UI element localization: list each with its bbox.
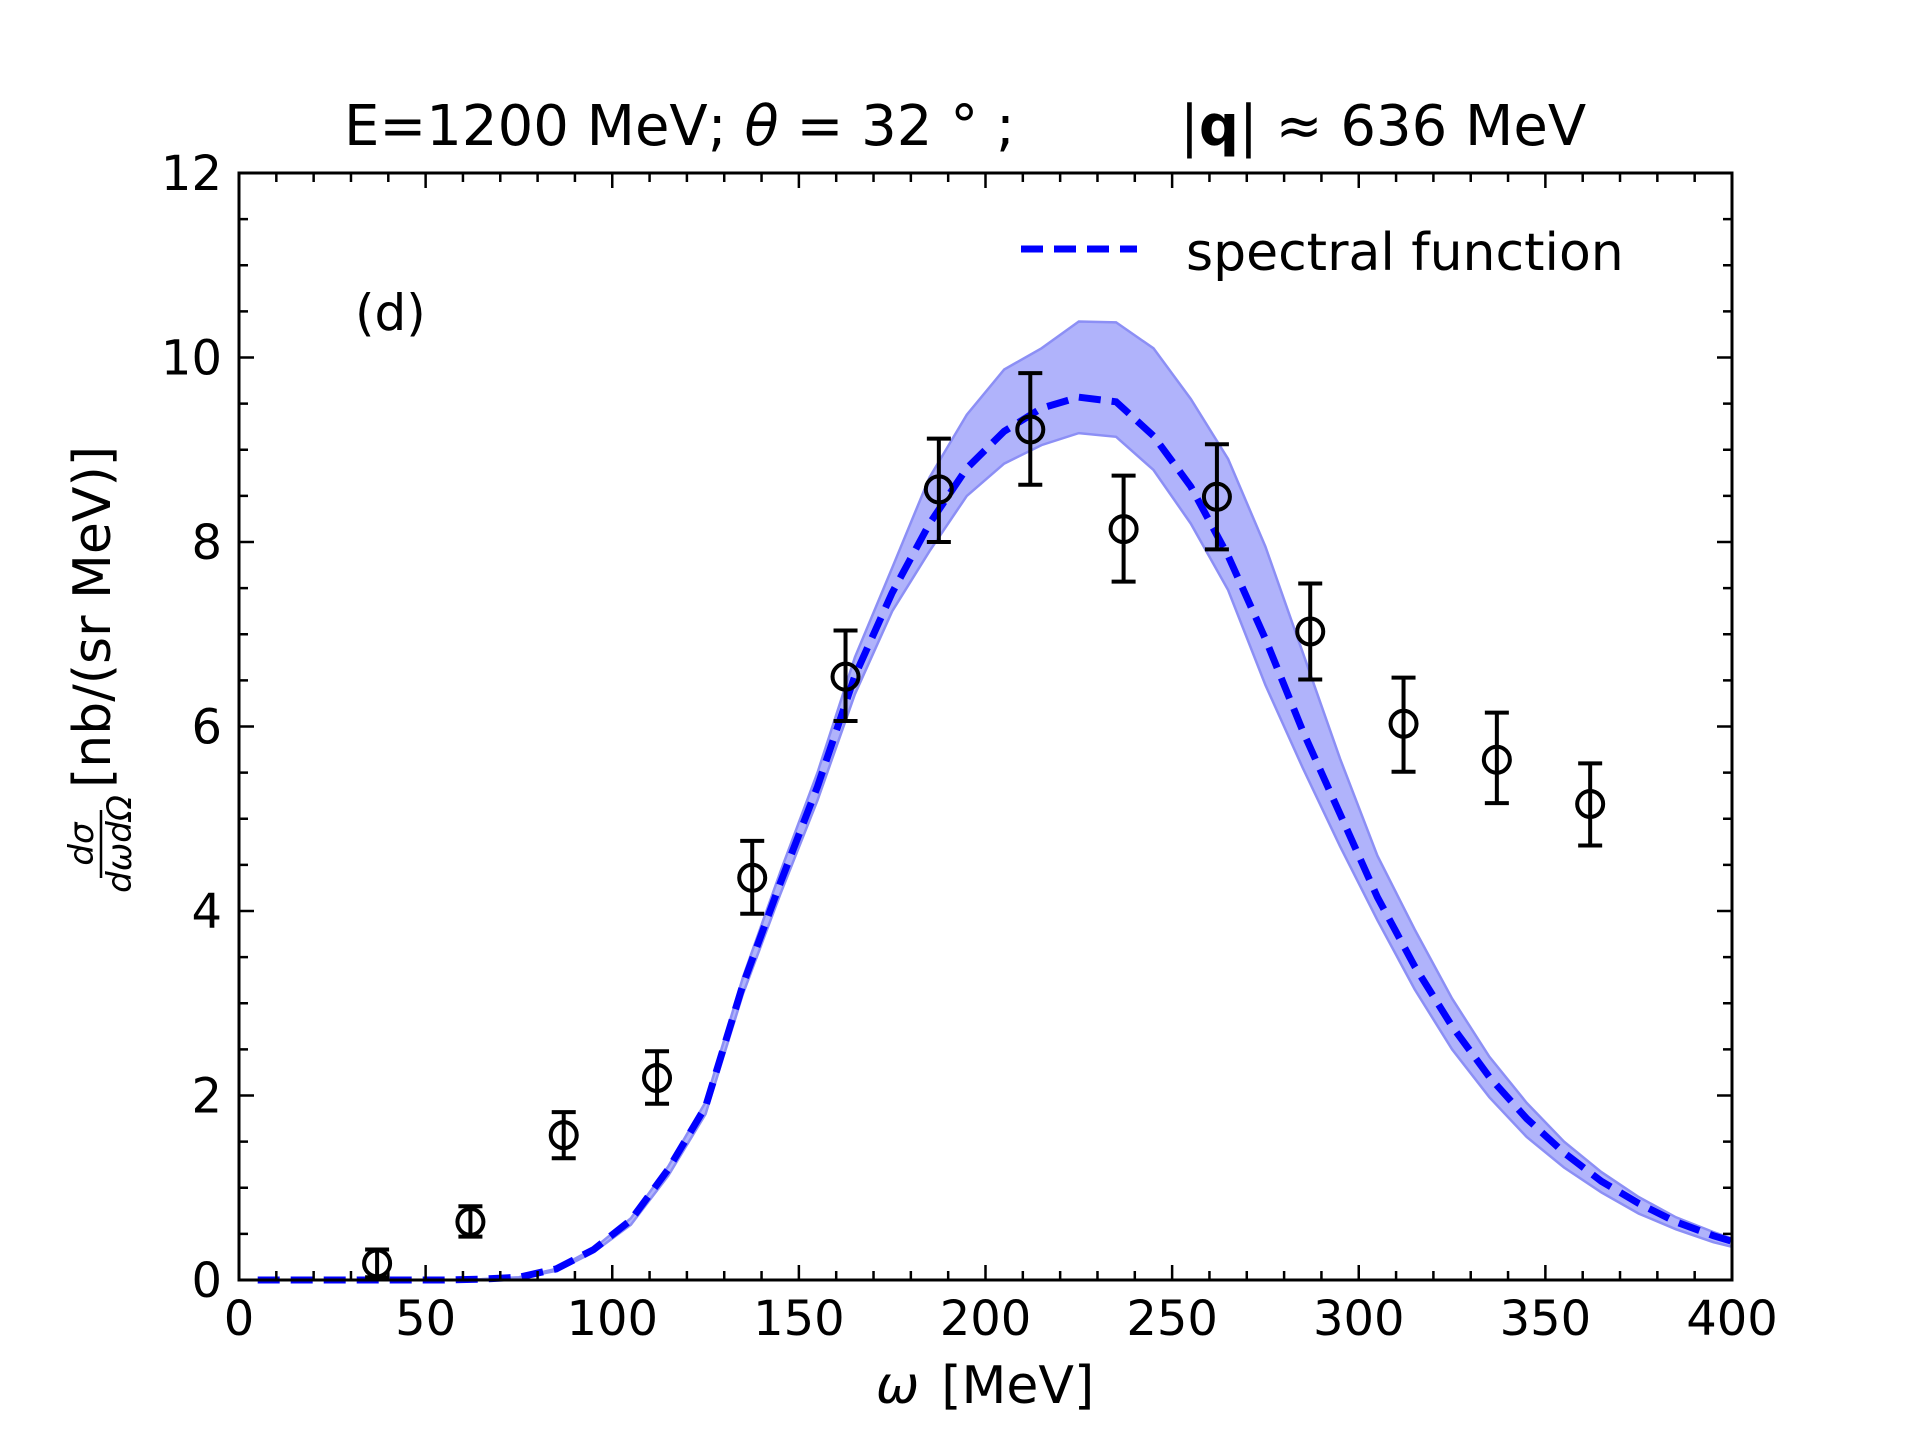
data-point [642, 1049, 673, 1106]
data-marker [1388, 708, 1419, 739]
x-tick-labels: 0 50 100 150 200 250 300 350 400 [224, 1291, 1778, 1347]
title-left: E=1200 MeV; [344, 94, 744, 159]
data-marker [1108, 514, 1139, 545]
data-point [455, 1204, 486, 1239]
data-point [1575, 761, 1606, 848]
data-point [923, 436, 954, 544]
data-point [830, 628, 861, 723]
x-tick-label: 100 [566, 1291, 658, 1347]
y-tick-label: 2 [191, 1069, 222, 1125]
chart-title-q: |q| ≈ 636 MeV [1180, 94, 1586, 159]
data-point [1388, 675, 1419, 774]
title-q-close: | [1239, 94, 1258, 159]
y-tick-label: 12 [161, 146, 222, 202]
title-q-value: ≈ 636 MeV [1258, 94, 1586, 159]
y-axis-unit: [nb/(sr MeV)] [63, 446, 123, 788]
data-marker [830, 661, 861, 692]
y-axis-fraction: dσ dωdΩ [62, 795, 140, 893]
title-theta-value: = 32 ° ; [779, 94, 1015, 159]
data-marker [1201, 481, 1232, 512]
legend: spectral function [1021, 223, 1624, 283]
data-point [548, 1110, 579, 1161]
data-point [1481, 710, 1512, 806]
y-tick-label: 0 [191, 1253, 222, 1309]
y-tick-label: 4 [191, 884, 222, 940]
y-tick-labels: 0 2 4 6 8 10 12 [161, 146, 222, 1309]
data-marker [1295, 616, 1326, 647]
data-marker [1575, 788, 1606, 819]
data-point [1015, 371, 1046, 487]
points-layer [362, 371, 1606, 1280]
data-point [1295, 581, 1326, 682]
chart-title: E=1200 MeV; θ = 32 ° ; [344, 94, 1015, 159]
title-theta: θ [744, 94, 778, 159]
x-axis-label: ω [MeV] [876, 1356, 1095, 1416]
x-tick-label: 0 [224, 1291, 255, 1347]
data-marker [1481, 744, 1512, 775]
legend-label-spectral-function: spectral function [1186, 223, 1624, 283]
panel-label: (d) [355, 284, 426, 342]
data-marker [923, 474, 954, 505]
spectral-function-line [257, 393, 1734, 1284]
x-tick-label: 150 [753, 1291, 845, 1347]
y-tick-label: 10 [161, 331, 222, 387]
data-point [362, 1247, 393, 1280]
data-point [1201, 442, 1232, 552]
x-tick-label: 250 [1126, 1291, 1218, 1347]
title-q-open: | [1180, 94, 1199, 159]
data-marker [548, 1120, 579, 1151]
y-axis-denominator: dωdΩ [100, 795, 140, 893]
data-marker [362, 1248, 393, 1279]
line-layer [257, 393, 1734, 1284]
x-axis-symbol: ω [876, 1356, 920, 1416]
x-tick-label: 50 [395, 1291, 456, 1347]
x-axis-unit: [MeV] [941, 1356, 1094, 1416]
axes-frame [237, 171, 1734, 1282]
title-q-symbol: q [1199, 94, 1239, 159]
x-tick-label: 400 [1686, 1291, 1778, 1347]
y-axis-numerator: dσ [62, 821, 102, 866]
y-tick-label: 8 [191, 515, 222, 571]
data-marker [642, 1062, 673, 1093]
data-marker [1015, 414, 1046, 445]
data-marker [455, 1206, 486, 1237]
data-point [1108, 473, 1139, 584]
data-point [737, 838, 768, 916]
x-tick-label: 300 [1313, 1291, 1405, 1347]
data-marker [737, 862, 768, 893]
y-axis-label: [nb/(sr MeV)] [63, 446, 123, 788]
x-tick-label: 350 [1500, 1291, 1592, 1347]
y-tick-label: 6 [191, 700, 222, 756]
x-tick-label: 200 [940, 1291, 1032, 1347]
